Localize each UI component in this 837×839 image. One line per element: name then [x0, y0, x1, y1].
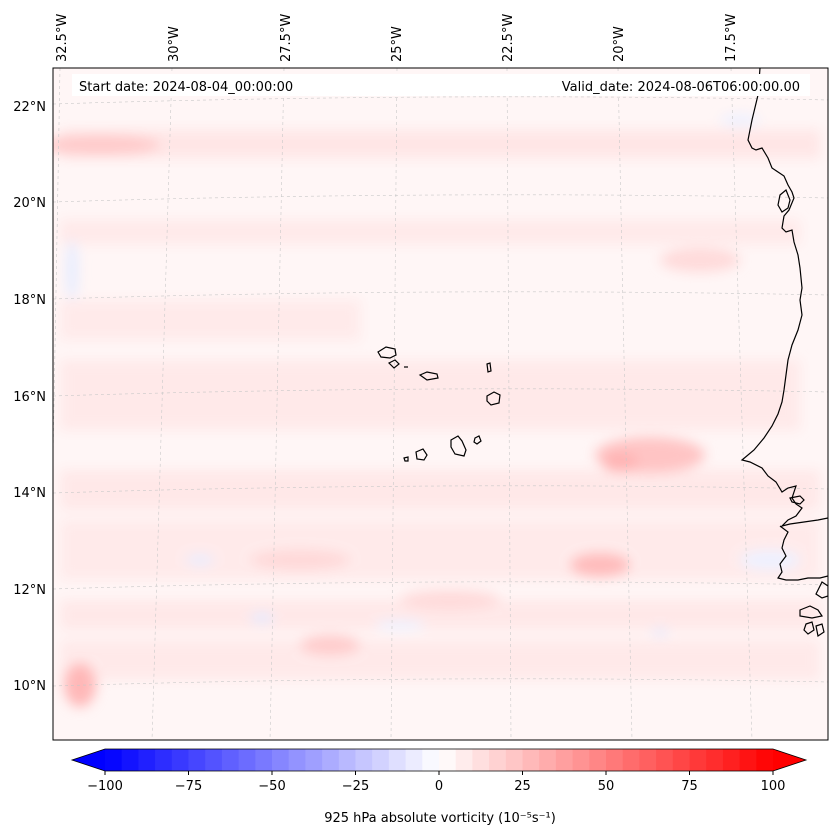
colorbar-segment [672, 749, 690, 771]
vorticity-patches [53, 114, 820, 707]
colorbar-segment [555, 749, 573, 771]
colorbar-tick-label: 50 [598, 779, 615, 794]
colorbar-segment [188, 749, 206, 771]
colorbar-segment [472, 749, 490, 771]
island-sao-vicente [387, 359, 400, 369]
colorbar-segment [489, 749, 507, 771]
colorbar-max-extension [773, 749, 806, 771]
colorbar-segment [105, 749, 123, 771]
island-santo-antao [377, 346, 397, 359]
colorbar-segment [272, 749, 290, 771]
colorbar-segment [606, 749, 624, 771]
colorbar-segment [171, 749, 189, 771]
colorbar-segment [388, 749, 406, 771]
cape-verde-islands [377, 346, 501, 462]
colorbar-segments [105, 749, 774, 771]
colorbar-tick-label: −25 [342, 779, 369, 794]
longitude-labels: 32.5°W 30°W 27.5°W 25°W 22.5°W 20°W 17.5… [55, 14, 739, 62]
colorbar-segment [205, 749, 223, 771]
lon-label: 25°W [390, 26, 405, 62]
lat-label: 20°N [13, 196, 46, 211]
colorbar-label: 925 hPa absolute vorticity (10⁻⁵s⁻¹) [324, 811, 556, 826]
colorbar-segment [739, 749, 757, 771]
colorbar-segment [455, 749, 473, 771]
lon-label: 22.5°W [501, 14, 516, 62]
colorbar-segment [405, 749, 423, 771]
colorbar-segment [439, 749, 457, 771]
island-fogo [415, 448, 428, 461]
africa-coastline [740, 68, 828, 637]
colorbar-tick-label: −50 [258, 779, 285, 794]
colorbar-segment [121, 749, 139, 771]
lat-label: 18°N [13, 293, 46, 308]
colorbar-segment [622, 749, 640, 771]
colorbar-tick-label: 0 [435, 779, 443, 794]
colorbar-tick-label: 25 [514, 779, 531, 794]
header-strip [72, 74, 810, 96]
lat-label: 14°N [13, 486, 46, 501]
island-brava [403, 456, 409, 462]
colorbar-segment [305, 749, 323, 771]
colorbar-tick-label: −75 [175, 779, 202, 794]
colorbar-segment [288, 749, 306, 771]
colorbar-segment [238, 749, 256, 771]
colorbar-segment [656, 749, 674, 771]
colorbar-segment [138, 749, 156, 771]
colorbar-segment [639, 749, 657, 771]
colorbar-segment [322, 749, 340, 771]
gridlines [53, 68, 828, 740]
colorbar-segment [155, 749, 173, 771]
island-boa-vista [486, 391, 501, 406]
island-sao-nicolau [418, 371, 439, 381]
valid-date-label: Valid_date: 2024-08-06T06:00:00.00 [562, 80, 800, 95]
lat-label: 12°N [13, 583, 46, 598]
colorbar-segment [522, 749, 540, 771]
colorbar-segment [505, 749, 523, 771]
colorbar-tick-label: 75 [681, 779, 698, 794]
vorticity-field [53, 68, 828, 740]
start-date-label: Start date: 2024-08-04_00:00:00 [79, 80, 293, 95]
lat-label: 10°N [13, 679, 46, 694]
colorbar-tick-label: 100 [761, 779, 786, 794]
colorbar-segment [372, 749, 390, 771]
colorbar-segment [756, 749, 774, 771]
colorbar-segment [689, 749, 707, 771]
lon-label: 27.5°W [279, 14, 294, 62]
colorbar-tick-label: −100 [87, 779, 123, 794]
island-maio [473, 435, 482, 445]
lat-label: 16°N [13, 390, 46, 405]
island-sal [486, 362, 492, 373]
latitude-labels: 22°N 20°N 18°N 16°N 14°N 12°N 10°N [13, 100, 46, 694]
colorbar-segment [572, 749, 590, 771]
colorbar-segment [422, 749, 440, 771]
lon-label: 30°W [167, 26, 182, 62]
colorbar-segment [722, 749, 740, 771]
lon-label: 20°W [612, 26, 627, 62]
colorbar-min-extension [72, 749, 105, 771]
colorbar-segment [255, 749, 273, 771]
colorbar: −100 −75 −50 −25 0 25 50 75 100 925 hPa absolute… [70, 748, 808, 826]
lon-label: 32.5°W [55, 14, 70, 62]
colorbar-segment [355, 749, 373, 771]
colorbar-segment [221, 749, 239, 771]
map-frame [52, 67, 829, 741]
island-santiago [450, 435, 467, 457]
colorbar-ticks: −100 −75 −50 −25 0 25 50 75 100 [87, 771, 785, 794]
colorbar-segment [706, 749, 724, 771]
colorbar-segment [589, 749, 607, 771]
lon-label: 17.5°W [724, 14, 739, 62]
lat-label: 22°N [13, 100, 46, 115]
colorbar-segment [539, 749, 557, 771]
colorbar-segment [338, 749, 356, 771]
